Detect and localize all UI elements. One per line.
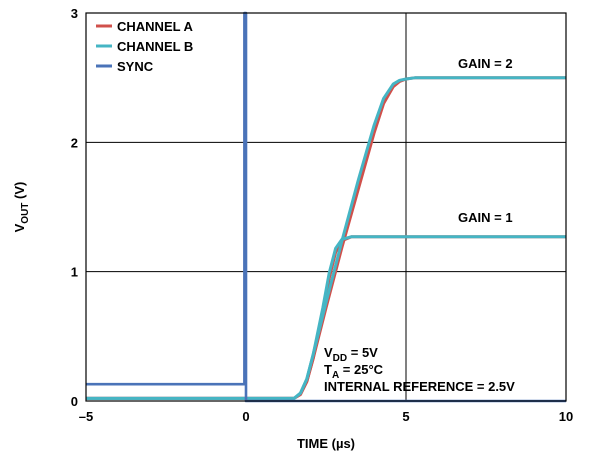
annotation-ta-sub: A xyxy=(332,370,339,381)
y-axis-title-unit: (V) xyxy=(12,182,27,203)
annotation-ta-rest: = 25°C xyxy=(339,362,383,377)
plot-frame xyxy=(85,12,567,402)
annotation-gain-1: GAIN = 1 xyxy=(458,210,513,225)
y-tick-label: 3 xyxy=(71,6,78,21)
legend-label-channel-a: CHANNEL A xyxy=(117,19,193,34)
annotation-internal-reference: INTERNAL REFERENCE = 2.5V xyxy=(324,379,515,394)
x-axis-title: TIME (µs) xyxy=(297,436,355,451)
y-tick-label: 1 xyxy=(71,265,78,280)
legend-label-sync: SYNC xyxy=(117,59,154,74)
legend-label-channel-b: CHANNEL B xyxy=(117,39,193,54)
traces xyxy=(86,11,566,403)
legend: CHANNEL A CHANNEL B SYNC xyxy=(96,19,193,74)
annotation-gain-2: GAIN = 2 xyxy=(458,56,513,71)
x-tick-label: –5 xyxy=(79,409,93,424)
gridlines xyxy=(86,13,566,401)
x-tick-label: 5 xyxy=(402,409,409,424)
y-axis-title-sub: OUT xyxy=(20,203,31,224)
annotation-vdd-sub: DD xyxy=(333,353,347,364)
annotation-vdd: VDD = 5V xyxy=(324,345,378,364)
annotation-vdd-rest: = 5V xyxy=(347,345,378,360)
x-tick-label: 0 xyxy=(242,409,249,424)
y-tick-label: 0 xyxy=(71,394,78,409)
x-tick-label: 10 xyxy=(559,409,573,424)
annotation-ta-main: T xyxy=(324,362,332,377)
annotation-ta: TA = 25°C xyxy=(324,362,384,381)
series-line-channel-b-gain-1 xyxy=(86,235,566,400)
y-axis-title-main: V xyxy=(12,223,27,232)
annotation-vdd-main: V xyxy=(324,345,333,360)
series-line-sync xyxy=(86,11,566,403)
y-tick-label: 2 xyxy=(71,135,78,150)
y-axis-title: VOUT (V) xyxy=(12,182,31,233)
